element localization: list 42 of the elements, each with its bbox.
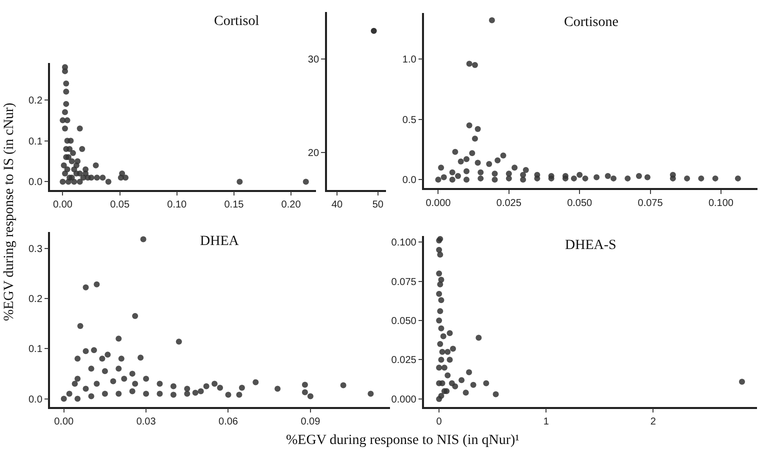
y-tick-label: 0.3 — [28, 244, 43, 255]
y-tick-label: 0.050 — [391, 316, 417, 328]
y-tick-label: 0.5 — [402, 114, 417, 126]
y-tick-label: 0.075 — [391, 276, 417, 288]
x-tick-label: 0.00 — [54, 416, 74, 428]
x-tick-label: 1 — [543, 416, 550, 428]
x-tick-label: 0.09 — [300, 416, 321, 428]
y-tick-label: 0.0 — [28, 394, 43, 406]
x-tick-label: 0.075 — [638, 198, 664, 209]
x-tick-label: 0.000 — [426, 198, 452, 209]
chart-title: DHEA-S — [565, 238, 616, 253]
x-tick-label: 0.050 — [567, 198, 593, 209]
y-tick-label: 0.2 — [28, 294, 43, 305]
y-tick-label: 0.100 — [391, 238, 417, 249]
x-tick-label: 0.10 — [167, 200, 188, 211]
x-tick-label: 0.20 — [281, 200, 302, 211]
x-tick-label: 0.00 — [52, 200, 73, 211]
y-tick-label: 0.2 — [28, 95, 43, 106]
y-tick-label: 0.0 — [402, 175, 417, 186]
x-tick-label: 0.025 — [496, 198, 522, 209]
y-tick-label: 0.025 — [391, 355, 417, 366]
chart-title: Cortisol — [214, 14, 260, 29]
x-tick-label: 0.06 — [218, 416, 238, 428]
x-tick-label: 0.100 — [708, 198, 734, 209]
chart-title: DHEA — [200, 234, 240, 249]
chart-title: Cortisone — [564, 15, 618, 30]
y-axis-title: %EGV during response to IS (in cNur) — [2, 102, 17, 321]
x-tick-label: 50 — [372, 200, 384, 211]
x-tick-label: 2 — [650, 416, 656, 428]
y-tick-label: 0.000 — [391, 394, 417, 406]
y-tick-label: 0.1 — [28, 344, 43, 356]
x-tick-label: 0.15 — [224, 200, 244, 211]
y-tick-label: 20 — [308, 148, 320, 159]
y-tick-label: 30 — [308, 54, 320, 66]
y-tick-label: 0.0 — [28, 177, 43, 188]
x-tick-label: 0 — [436, 416, 442, 428]
y-tick-label: 0.1 — [28, 136, 43, 148]
x-tick-label: 40 — [331, 200, 344, 211]
x-tick-label: 0.03 — [136, 416, 156, 428]
y-tick-label: 1.0 — [402, 54, 417, 66]
x-axis-title: %EGV during response to NIS (in qNur)¹ — [286, 433, 520, 448]
x-tick-label: 0.05 — [110, 200, 130, 211]
